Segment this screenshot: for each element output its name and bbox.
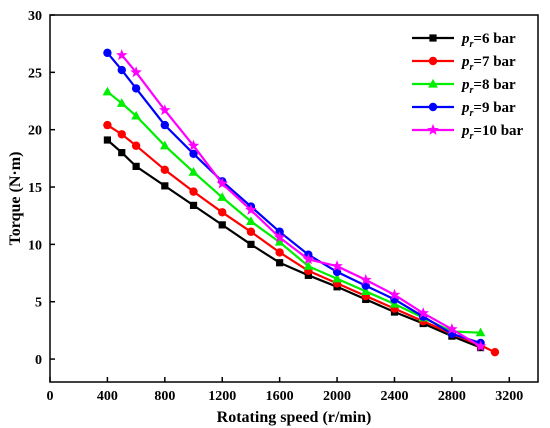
data-point — [118, 149, 126, 157]
series-line — [106, 124, 496, 354]
data-point — [102, 86, 113, 96]
data-point — [388, 288, 401, 300]
y-axis: 0 5 10 15 20 25 30 — [28, 9, 55, 368]
data-point — [116, 98, 127, 107]
data-point — [304, 271, 312, 279]
data-point — [474, 340, 487, 352]
data-point — [131, 110, 141, 120]
series-2 — [103, 120, 500, 357]
data-point — [274, 236, 285, 246]
data-point — [490, 347, 500, 357]
x-tick-label: 2400 — [380, 389, 408, 404]
data-point — [189, 149, 198, 158]
data-point — [247, 240, 255, 248]
data-point — [275, 248, 284, 257]
data-point — [189, 201, 198, 209]
data-point — [218, 208, 227, 217]
data-point — [216, 177, 229, 189]
data-point — [359, 273, 372, 285]
data-point — [332, 273, 342, 283]
x-tick-label: 800 — [154, 389, 175, 404]
legend-label: pr=6 bar — [460, 31, 516, 50]
y-tick-label: 15 — [28, 181, 42, 196]
data-point — [103, 48, 112, 58]
legend: pr=6 bar pr=7 bar pr=8 bar pr=9 bar pr=10 ba… — [412, 31, 524, 142]
legend-item: pr=6 bar — [412, 31, 516, 50]
y-tick-label: 30 — [28, 9, 42, 24]
legend-item: pr=10 bar — [412, 123, 524, 142]
data-point — [245, 203, 257, 215]
data-point — [161, 182, 169, 190]
data-point — [303, 261, 314, 270]
legend-label: pr=9 bar — [460, 100, 516, 119]
data-point — [429, 34, 437, 42]
data-point — [475, 327, 486, 337]
x-tick-label: 1200 — [208, 389, 236, 404]
data-point — [428, 78, 438, 88]
data-point — [273, 231, 286, 243]
legend-label: pr=7 bar — [460, 54, 516, 73]
series-layer — [102, 48, 500, 357]
legend-item: pr=8 bar — [412, 77, 516, 96]
data-point — [130, 66, 142, 78]
data-point — [159, 140, 170, 150]
series-4 — [103, 48, 485, 348]
legend-item: pr=9 bar — [412, 100, 516, 119]
data-point — [188, 167, 199, 176]
data-point — [131, 141, 141, 150]
data-point — [428, 102, 438, 112]
legend-item: pr=7 bar — [412, 54, 516, 73]
data-point — [427, 123, 439, 135]
data-point — [331, 260, 343, 272]
data-point — [117, 65, 126, 75]
x-axis: 0 400 800 1200 1600 2000 2400 2800 3200 — [47, 377, 523, 404]
data-point — [302, 253, 315, 265]
data-point — [218, 221, 226, 229]
data-point — [160, 120, 170, 130]
y-tick-label: 25 — [28, 66, 42, 81]
data-point — [160, 165, 170, 175]
y-tick-label: 0 — [35, 353, 42, 368]
data-point — [360, 286, 371, 295]
x-tick-label: 2800 — [438, 389, 466, 404]
data-point — [246, 227, 256, 236]
y-tick-label: 10 — [28, 238, 42, 253]
x-tick-label: 0 — [47, 389, 54, 404]
data-point — [117, 130, 126, 139]
y-axis-title: Torque (N·m) — [7, 152, 24, 246]
data-point — [103, 136, 112, 144]
data-point — [217, 192, 228, 201]
series-line — [106, 52, 481, 345]
data-point — [189, 187, 198, 196]
plot-border — [49, 14, 539, 383]
x-tick-label: 1600 — [266, 389, 294, 404]
y-tick-label: 20 — [28, 124, 42, 139]
x-axis-title: Rotating speed (r/min) — [217, 409, 372, 426]
data-point — [115, 49, 128, 61]
series-5 — [115, 49, 487, 352]
x-tick-label: 2000 — [323, 389, 351, 404]
series-line — [120, 54, 482, 348]
legend-label: pr=10 bar — [460, 123, 524, 142]
data-point — [417, 307, 429, 319]
x-tick-label: 400 — [97, 389, 118, 404]
data-point — [428, 56, 438, 66]
legend-label: pr=8 bar — [460, 77, 516, 96]
data-point — [103, 120, 112, 130]
series-3 — [102, 86, 486, 337]
data-point — [446, 323, 458, 335]
data-point — [132, 162, 140, 170]
data-point — [246, 216, 256, 226]
data-point — [187, 139, 200, 151]
data-point — [159, 104, 171, 116]
x-tick-label: 3200 — [495, 389, 523, 404]
y-tick-label: 5 — [35, 296, 42, 311]
data-point — [276, 259, 284, 267]
data-point — [131, 84, 141, 93]
plot-area — [49, 14, 539, 383]
